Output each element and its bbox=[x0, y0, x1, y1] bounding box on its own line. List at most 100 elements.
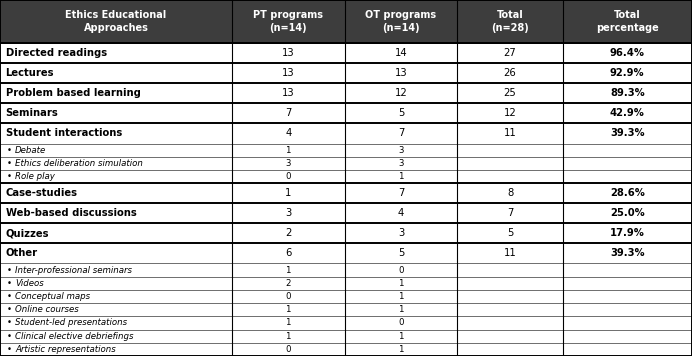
Text: 4: 4 bbox=[285, 129, 291, 138]
Text: 1: 1 bbox=[286, 305, 291, 314]
Text: Total
(n=28): Total (n=28) bbox=[491, 10, 529, 33]
Text: Conceptual maps: Conceptual maps bbox=[15, 292, 91, 301]
Text: Directed readings: Directed readings bbox=[6, 48, 107, 58]
Text: 12: 12 bbox=[394, 88, 408, 98]
Text: 27: 27 bbox=[504, 48, 516, 58]
Bar bbox=[0, 83, 692, 104]
Bar bbox=[0, 63, 692, 83]
Text: 3: 3 bbox=[399, 159, 403, 168]
Text: Debate: Debate bbox=[15, 146, 46, 155]
Text: 1: 1 bbox=[286, 266, 291, 274]
Text: •: • bbox=[7, 159, 12, 168]
Text: 1: 1 bbox=[399, 172, 403, 181]
Text: 28.6%: 28.6% bbox=[610, 188, 645, 198]
Text: 13: 13 bbox=[282, 48, 295, 58]
Text: Total
percentage: Total percentage bbox=[596, 10, 659, 33]
Text: 1: 1 bbox=[285, 188, 291, 198]
Text: 13: 13 bbox=[282, 88, 295, 98]
Text: Clinical elective debriefings: Clinical elective debriefings bbox=[15, 332, 134, 341]
Text: Case-studies: Case-studies bbox=[6, 188, 78, 198]
Bar bbox=[0, 104, 692, 124]
Text: OT programs
(n=14): OT programs (n=14) bbox=[365, 10, 437, 33]
Text: 0: 0 bbox=[399, 318, 403, 328]
Text: Artistic representations: Artistic representations bbox=[15, 345, 116, 354]
Text: 5: 5 bbox=[398, 109, 404, 119]
Text: 92.9%: 92.9% bbox=[610, 68, 645, 78]
Text: •: • bbox=[7, 318, 12, 328]
Text: 1: 1 bbox=[399, 332, 403, 341]
Text: Web-based discussions: Web-based discussions bbox=[6, 208, 136, 218]
Text: Other: Other bbox=[6, 248, 37, 258]
Text: 7: 7 bbox=[398, 188, 404, 198]
Text: 11: 11 bbox=[504, 129, 516, 138]
Text: 3: 3 bbox=[286, 159, 291, 168]
Text: 1: 1 bbox=[399, 292, 403, 301]
Text: 1: 1 bbox=[286, 332, 291, 341]
Text: 89.3%: 89.3% bbox=[610, 88, 645, 98]
Text: 0: 0 bbox=[399, 266, 403, 274]
Text: 7: 7 bbox=[285, 109, 291, 119]
Text: 42.9%: 42.9% bbox=[610, 109, 645, 119]
Text: Ethics Educational
Approaches: Ethics Educational Approaches bbox=[65, 10, 167, 33]
Bar bbox=[0, 223, 692, 244]
Text: 1: 1 bbox=[286, 146, 291, 155]
Text: •: • bbox=[7, 292, 12, 301]
Bar bbox=[0, 316, 692, 330]
Text: 13: 13 bbox=[394, 68, 408, 78]
Bar bbox=[0, 183, 692, 203]
Text: Videos: Videos bbox=[15, 279, 44, 288]
Text: Seminars: Seminars bbox=[6, 109, 58, 119]
Bar bbox=[0, 263, 692, 277]
Text: 12: 12 bbox=[504, 109, 516, 119]
Bar bbox=[0, 277, 692, 290]
Bar bbox=[0, 143, 692, 157]
Bar bbox=[0, 303, 692, 316]
Text: 14: 14 bbox=[394, 48, 408, 58]
Bar bbox=[0, 343, 692, 356]
Text: Inter-professional seminars: Inter-professional seminars bbox=[15, 266, 132, 274]
Text: 3: 3 bbox=[398, 228, 404, 238]
Text: 13: 13 bbox=[282, 68, 295, 78]
Text: 1: 1 bbox=[399, 305, 403, 314]
Text: 25.0%: 25.0% bbox=[610, 208, 645, 218]
Text: 5: 5 bbox=[507, 228, 513, 238]
Text: •: • bbox=[7, 279, 12, 288]
Text: 25: 25 bbox=[504, 88, 516, 98]
Bar bbox=[0, 244, 692, 263]
Text: 0: 0 bbox=[286, 172, 291, 181]
Text: 17.9%: 17.9% bbox=[610, 228, 645, 238]
Text: 3: 3 bbox=[285, 208, 291, 218]
Text: 96.4%: 96.4% bbox=[610, 48, 645, 58]
Text: •: • bbox=[7, 345, 12, 354]
Text: 4: 4 bbox=[398, 208, 404, 218]
Text: 5: 5 bbox=[398, 248, 404, 258]
Text: 0: 0 bbox=[286, 292, 291, 301]
Text: Ethics deliberation simulation: Ethics deliberation simulation bbox=[15, 159, 143, 168]
Bar bbox=[0, 170, 692, 183]
Text: 11: 11 bbox=[504, 248, 516, 258]
Text: Student-led presentations: Student-led presentations bbox=[15, 318, 127, 328]
Text: •: • bbox=[7, 332, 12, 341]
Text: 6: 6 bbox=[285, 248, 291, 258]
Bar bbox=[0, 157, 692, 170]
Text: 2: 2 bbox=[286, 279, 291, 288]
Text: Lectures: Lectures bbox=[6, 68, 54, 78]
Text: Quizzes: Quizzes bbox=[6, 228, 49, 238]
Bar bbox=[0, 330, 692, 343]
Text: 1: 1 bbox=[399, 345, 403, 354]
Text: 7: 7 bbox=[398, 129, 404, 138]
Text: •: • bbox=[7, 266, 12, 274]
Text: 26: 26 bbox=[504, 68, 516, 78]
Text: Online courses: Online courses bbox=[15, 305, 79, 314]
Text: 2: 2 bbox=[285, 228, 291, 238]
Bar bbox=[0, 124, 692, 143]
Text: 39.3%: 39.3% bbox=[610, 248, 645, 258]
Text: PT programs
(n=14): PT programs (n=14) bbox=[253, 10, 323, 33]
Text: •: • bbox=[7, 172, 12, 181]
Text: 1: 1 bbox=[286, 318, 291, 328]
Text: 3: 3 bbox=[399, 146, 403, 155]
Text: 8: 8 bbox=[507, 188, 513, 198]
Bar bbox=[0, 203, 692, 223]
Bar bbox=[0, 0, 692, 43]
Bar bbox=[0, 43, 692, 63]
